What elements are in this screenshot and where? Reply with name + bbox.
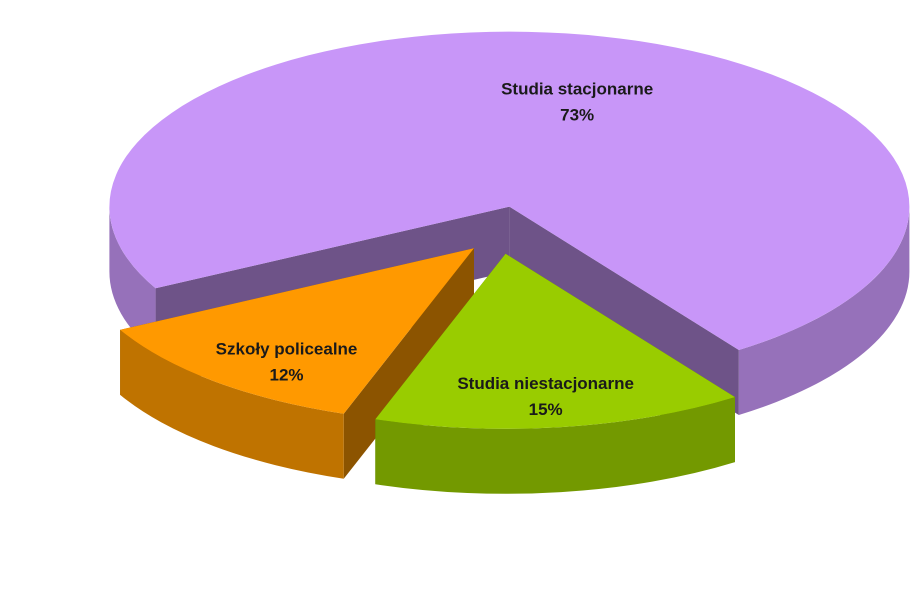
- slice-side: [120, 329, 344, 479]
- slice-side: [375, 397, 735, 494]
- slice-side: [738, 206, 910, 416]
- slice-value: 73%: [560, 106, 594, 125]
- slice-value: 15%: [529, 400, 563, 419]
- slice-wall: [509, 206, 739, 416]
- slice-side: [109, 206, 156, 354]
- slice-label: Studia stacjonarne: [501, 80, 653, 99]
- slice-label: Szkoły policealne: [216, 339, 358, 358]
- slice-value: 12%: [270, 365, 304, 384]
- labels: Studia stacjonarne 73% Studia niestacjonar…: [216, 80, 654, 419]
- slice-top: [109, 31, 910, 351]
- slice-top: [375, 253, 735, 429]
- slice-label: Studia niestacjonarne: [457, 374, 634, 393]
- slice: [375, 253, 735, 494]
- pie: [109, 31, 910, 494]
- slice-top: [120, 248, 474, 414]
